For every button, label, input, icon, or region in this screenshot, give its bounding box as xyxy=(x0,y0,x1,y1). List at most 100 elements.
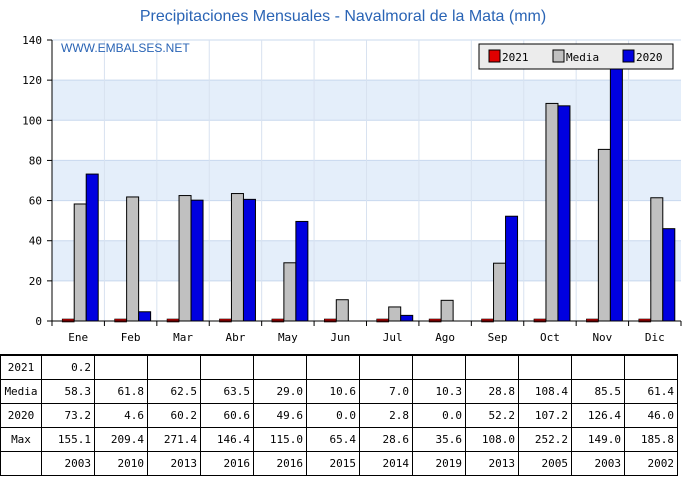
table-cell: 2003 xyxy=(41,451,95,476)
bar-Media-Mar xyxy=(178,195,192,322)
legend-label-Media: Media xyxy=(566,51,599,64)
table-cell: 149.0 xyxy=(571,427,625,452)
x-tick-label: Feb xyxy=(121,331,141,344)
table-cell: 60.2 xyxy=(147,403,201,428)
table-cell: 7.0 xyxy=(359,379,413,404)
table-cell: 52.2 xyxy=(465,403,519,428)
table-cell: 2019 xyxy=(412,451,466,476)
x-tick-label: Abr xyxy=(226,331,246,344)
table-cell: 2.8 xyxy=(359,403,413,428)
table-cell: 185.8 xyxy=(624,427,678,452)
table-row-label: 2021 xyxy=(0,354,42,380)
table-cell: 60.6 xyxy=(200,403,254,428)
table-cell: 115.0 xyxy=(253,427,307,452)
x-tick-label: Ene xyxy=(68,331,88,344)
table-cell: 10.6 xyxy=(306,379,360,404)
x-tick-label: May xyxy=(278,331,298,344)
bar-2020-Abr xyxy=(242,198,256,322)
table-cell: 63.5 xyxy=(200,379,254,404)
table-row: Media 58.3 61.8 62.5 63.5 29.0 10.6 7.0 10.3 28.8… xyxy=(0,379,678,404)
x-tick-label: Dic xyxy=(645,331,665,344)
table-cell: 49.6 xyxy=(253,403,307,428)
table-row-label: Media xyxy=(0,379,42,404)
bar-group xyxy=(61,66,676,323)
table-cell: 29.0 xyxy=(253,379,307,404)
legend-swatch-Media xyxy=(552,49,565,63)
x-tick-label: Ago xyxy=(435,331,455,344)
table-cell: 2013 xyxy=(147,451,201,476)
bar-2020-Feb xyxy=(138,311,152,322)
bar-2020-May xyxy=(295,220,309,322)
table-cell xyxy=(147,354,201,380)
table-cell: 108.0 xyxy=(465,427,519,452)
x-tick-label: Mar xyxy=(173,331,193,344)
table-cell: 61.4 xyxy=(624,379,678,404)
table-cell xyxy=(571,354,625,380)
table-cell: 65.4 xyxy=(306,427,360,452)
y-tick-label: 140 xyxy=(22,34,42,47)
bar-Media-Jun xyxy=(335,299,349,322)
table-cell: 271.4 xyxy=(147,427,201,452)
bar-Media-May xyxy=(283,262,297,322)
table-row-label: 2020 xyxy=(0,403,42,428)
table-row-label xyxy=(0,451,42,476)
x-tick-label: Sep xyxy=(488,331,508,344)
legend-swatch-2020 xyxy=(622,49,635,63)
x-tick-label: Nov xyxy=(592,331,612,344)
table-cell xyxy=(200,354,254,380)
y-tick-label: 120 xyxy=(22,74,42,87)
y-tick-label: 100 xyxy=(22,114,42,127)
precipitation-chart: 0 20 40 60 80 100 120 140 Ene Feb Mar Abr May Jun Jul… xyxy=(22,34,682,344)
table-row-label: Max xyxy=(0,427,42,452)
bar-2020-Jul xyxy=(400,314,414,322)
table-cell xyxy=(412,354,466,380)
table-cell: 107.2 xyxy=(518,403,572,428)
table-cell: 2016 xyxy=(253,451,307,476)
table-cell: 62.5 xyxy=(147,379,201,404)
table-cell: 2003 xyxy=(571,451,625,476)
table-cell: 46.0 xyxy=(624,403,678,428)
bar-Media-Sep xyxy=(493,262,507,322)
table-cell: 35.6 xyxy=(412,427,466,452)
table-cell: 61.8 xyxy=(94,379,148,404)
x-tick-label: Jul xyxy=(383,331,403,344)
table-row: Max 155.1 209.4 271.4 146.4 115.0 65.4 28.6 35.6… xyxy=(0,427,678,452)
bar-Media-Feb xyxy=(126,196,140,322)
table-cell: 2002 xyxy=(624,451,678,476)
data-table: 2021 0.2 Media 58.3 61.8 62.5 63.5 29.0 10.6 7.0 1… xyxy=(0,354,678,476)
y-tick-labels: 0 20 40 60 80 100 120 140 xyxy=(22,34,42,328)
bar-2020-Oct xyxy=(557,105,571,322)
table-row: 2021 0.2 xyxy=(0,354,678,380)
table-cell: 2005 xyxy=(518,451,572,476)
bar-2020-Ene xyxy=(85,173,99,322)
legend-swatch-2021 xyxy=(488,49,501,63)
bar-Media-Nov xyxy=(597,148,611,322)
y-tick-label: 20 xyxy=(29,275,42,288)
legend-label-2021: 2021 xyxy=(502,51,529,64)
table-cell xyxy=(359,354,413,380)
table-cell: 10.3 xyxy=(412,379,466,404)
table-cell: 28.6 xyxy=(359,427,413,452)
bar-2020-Sep xyxy=(505,215,519,322)
table-cell: 2010 xyxy=(94,451,148,476)
bar-Media-Jul xyxy=(388,306,402,322)
bar-Media-Ene xyxy=(73,203,87,322)
table-cell xyxy=(518,354,572,380)
chart-title: Precipitaciones Mensuales - Navalmoral d… xyxy=(139,8,547,25)
legend-label-2020: 2020 xyxy=(636,51,663,64)
bar-Media-Oct xyxy=(545,102,559,322)
y-tick-label: 80 xyxy=(29,154,42,167)
table-cell xyxy=(253,354,307,380)
x-tick-label: Jun xyxy=(330,331,350,344)
table-cell: 252.2 xyxy=(518,427,572,452)
table-cell: 0.2 xyxy=(41,354,95,380)
table-cell: 2014 xyxy=(359,451,413,476)
table-cell xyxy=(94,354,148,380)
bar-Media-Dic xyxy=(650,197,664,322)
bar-Media-Abr xyxy=(230,193,244,322)
table-cell: 146.4 xyxy=(200,427,254,452)
table-cell: 2013 xyxy=(465,451,519,476)
table-cell: 2016 xyxy=(200,451,254,476)
table-row: 2020 73.2 4.6 60.2 60.6 49.6 0.0 2.8 0.0 52.2 107.… xyxy=(0,403,678,428)
table-cell: 0.0 xyxy=(306,403,360,428)
